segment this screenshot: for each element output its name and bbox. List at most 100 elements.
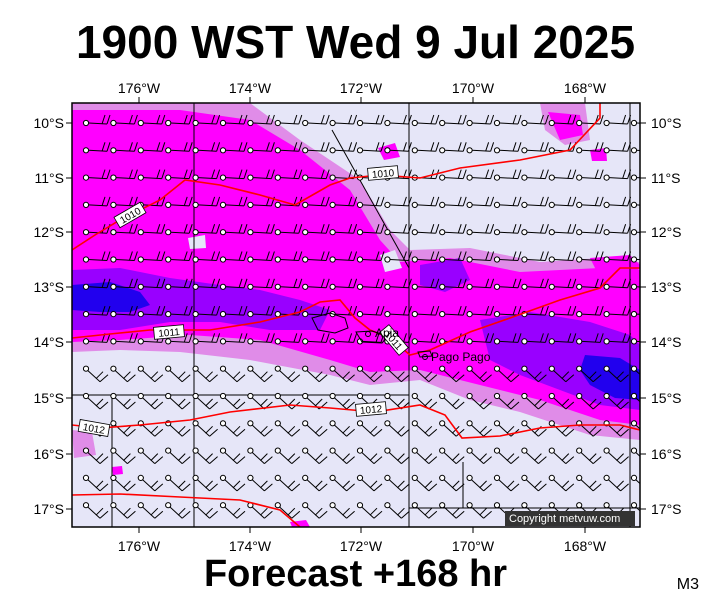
isobars — [72, 103, 640, 527]
wind-barb — [411, 474, 438, 492]
wind-barb — [165, 196, 193, 208]
wind-barb — [439, 502, 465, 519]
wind-barb — [521, 420, 547, 437]
wind-barb — [165, 392, 191, 410]
wind-barb — [466, 251, 495, 263]
wind-barb — [329, 142, 358, 154]
wind-barb — [466, 196, 495, 208]
samoa-islands — [311, 312, 433, 358]
wind-barb — [630, 502, 640, 512]
wind-barb — [412, 530, 437, 546]
wind-barb — [384, 305, 412, 318]
wind-barb — [603, 169, 632, 181]
lon-label-top: 170°W — [452, 80, 495, 96]
wind-barb — [192, 474, 218, 492]
wind-barb — [603, 196, 632, 208]
wind-barb — [384, 474, 410, 492]
wind-barb — [384, 392, 410, 410]
wind-barb — [219, 305, 248, 318]
wind-barb — [603, 224, 632, 236]
wind-barb — [329, 196, 358, 208]
wind-barb — [439, 305, 467, 318]
wind-barb — [329, 333, 358, 345]
wind-barb — [274, 114, 303, 127]
wind-barb — [110, 305, 138, 318]
wind-barb — [548, 305, 577, 318]
wind-barb — [356, 305, 385, 318]
wind-barb — [411, 196, 440, 208]
wind-barb — [82, 169, 111, 181]
wind-barb — [219, 224, 248, 236]
wind-barb — [356, 114, 385, 127]
wind-barb — [302, 142, 330, 154]
wind-barb — [247, 114, 275, 127]
wind-barb — [192, 502, 218, 519]
wind-barb — [275, 530, 300, 546]
wind-barb — [576, 169, 604, 181]
wind-barb — [247, 169, 275, 181]
wind-barb — [192, 392, 218, 410]
isobar-label: 1012 — [77, 419, 111, 437]
wind-barb — [384, 365, 410, 383]
isobar-1010 — [72, 103, 601, 251]
wind-barb — [411, 502, 438, 519]
wind-barb — [165, 474, 191, 492]
wind-barb — [548, 251, 577, 263]
apia-label: Apia — [375, 326, 399, 340]
wind-barb — [384, 502, 410, 519]
wind-barb — [247, 142, 275, 154]
wind-barb — [548, 333, 577, 345]
wind-barb — [165, 365, 191, 383]
wind-barb — [137, 114, 166, 127]
wind-barb — [165, 224, 193, 236]
wind-barb — [522, 530, 547, 546]
wind-barb — [384, 114, 412, 127]
isobar-label: 1010 — [367, 165, 399, 181]
wind-barb — [83, 530, 108, 546]
wind-barb — [219, 251, 248, 263]
isobar-label-text: 1012 — [82, 422, 106, 437]
wind-barb — [247, 502, 273, 519]
isobar-label-text: 1012 — [360, 404, 384, 417]
wind-barb — [110, 502, 136, 519]
wind-barb — [521, 333, 549, 345]
wind-barb — [274, 474, 301, 492]
wind-barb — [521, 474, 547, 492]
lat-label-right: 13°S — [651, 279, 682, 295]
wind-barb — [110, 392, 136, 410]
wind-barb — [384, 224, 412, 236]
wind-barb — [247, 196, 275, 208]
wind-barb — [302, 224, 330, 236]
wind-barb — [603, 333, 632, 345]
wind-barb — [548, 196, 577, 208]
wind-barb — [439, 392, 465, 410]
wind-barb — [192, 224, 221, 236]
model-code: M3 — [676, 576, 699, 593]
rain-patch-south-1 — [112, 466, 123, 475]
wind-barb — [603, 278, 632, 290]
wind-barb — [219, 474, 246, 492]
wind-barb — [329, 278, 358, 290]
wind-barb — [521, 169, 549, 181]
wind-barb — [192, 278, 221, 290]
wind-barb — [385, 530, 410, 546]
wind-barb — [521, 447, 547, 464]
wind-barb — [356, 196, 385, 208]
wind-barb — [274, 142, 303, 154]
lat-label-left: 15°S — [33, 390, 64, 406]
wind-barb — [439, 196, 467, 208]
wind-barb — [603, 447, 629, 464]
wind-barb — [137, 392, 164, 410]
wind-barb — [411, 278, 440, 290]
wind-barb — [110, 196, 138, 208]
wind-barb — [548, 447, 575, 464]
wind-barb — [137, 447, 164, 464]
wind-barb — [274, 169, 303, 181]
wind-barb — [521, 196, 549, 208]
wind-barb — [302, 420, 328, 437]
wind-barb — [411, 420, 438, 437]
wind-barb — [247, 278, 275, 290]
wind-barb — [411, 142, 440, 154]
wind-barb — [603, 142, 632, 154]
wind-barb — [439, 251, 467, 263]
